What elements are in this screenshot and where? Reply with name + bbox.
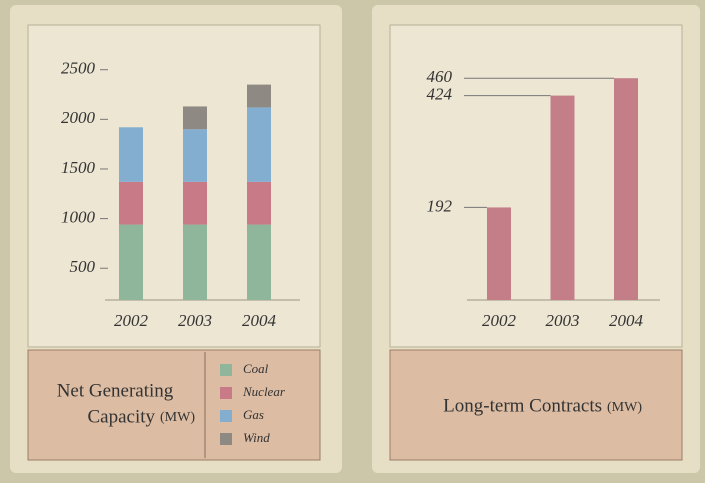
y-tick-label: 500 [70,257,96,276]
x-tick-label: 2003 [546,311,580,330]
legend-swatch [220,410,232,422]
chart-title: Capacity [87,406,155,427]
bar-segment [119,181,143,225]
legend-swatch [220,387,232,399]
bar-segment [183,181,207,225]
legend-label: Gas [243,407,264,422]
x-tick-label: 2004 [609,311,644,330]
legend-label: Wind [243,430,270,445]
x-tick-label: 2003 [178,311,212,330]
chart-unit: (MW) [160,410,195,425]
bar-segment [183,106,207,130]
caption-box [27,349,321,461]
y-tick-label: 192 [427,196,453,215]
y-tick-label: 2500 [61,59,96,78]
bar-segment [183,224,207,300]
bar [550,95,575,300]
bar-segment [247,181,271,225]
bar [614,78,638,300]
bar-segment [247,107,271,182]
bar-segment [183,129,207,182]
x-tick-label: 2004 [242,311,277,330]
bar-segment [119,224,143,300]
legend-label: Coal [243,361,269,376]
chart-title-line: Net Generating [57,380,174,401]
caption-box [389,349,683,461]
legend-swatch [220,364,232,376]
y-tick-label: 460 [427,67,453,86]
y-tick-label: 2000 [61,108,96,127]
y-tick-label: 1500 [61,158,96,177]
bar-segment [119,127,143,182]
x-tick-label: 2002 [114,311,149,330]
bar [487,207,511,300]
bar-segment [247,224,271,300]
legend-label: Nuclear [242,384,286,399]
bar-segment [247,84,271,108]
y-tick-label: 424 [427,84,453,103]
x-tick-label: 2002 [482,311,517,330]
legend-swatch [220,433,232,445]
chart-panel [27,24,321,348]
chart-unit: (MW) [607,400,642,415]
y-tick-label: 1000 [61,208,96,227]
chart-title: Long-term Contracts [443,395,602,416]
